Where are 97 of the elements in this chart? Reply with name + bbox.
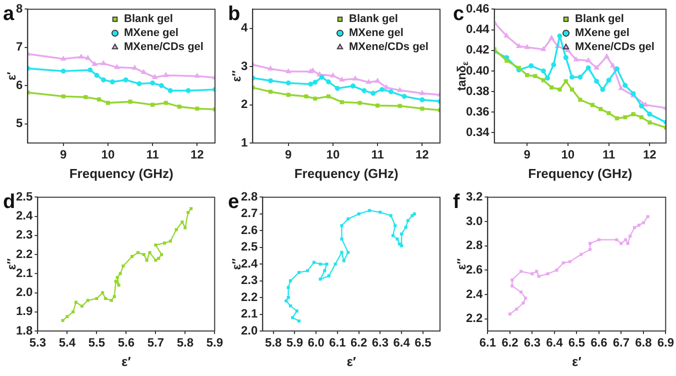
y-tick-label: 0.42	[466, 42, 490, 57]
x-axis-title: ε′	[346, 354, 356, 369]
y-tick-label: 2.7	[240, 206, 258, 220]
y-tick-label: 0.46	[466, 2, 490, 16]
y-tick-label: 2.6	[466, 262, 483, 276]
x-axis-title: Frequency (GHz)	[69, 166, 174, 181]
x-tick-label: 5.3	[29, 336, 46, 350]
legend-label: MXene gel	[124, 27, 178, 40]
legend-label: MXene/CDs gel	[349, 41, 428, 54]
y-tick-label: 5	[16, 116, 23, 130]
x-tick-label: 9	[285, 148, 292, 162]
x-tick-label: 6.3	[372, 336, 389, 350]
x-tick-label: 12	[190, 148, 204, 162]
y-axis-title: ε″	[4, 258, 18, 270]
y-tick-label: 2.4	[240, 256, 258, 270]
y-tick-label: 2.4	[16, 208, 33, 223]
x-tick-label: 10	[326, 148, 340, 162]
legend-label: MXene/CDs gel	[124, 41, 204, 54]
x-tick-label: 6.5	[414, 336, 432, 350]
x-tick-label: 12	[642, 148, 657, 162]
x-tick-label: 6.5	[568, 336, 586, 350]
y-tick-label: 3.2	[466, 190, 483, 204]
y-tick-label: 0.34	[466, 125, 490, 140]
chart-title: c	[453, 3, 464, 25]
x-axis-title: Frequency (GHz)	[294, 166, 398, 181]
x-tick-label: 5.6	[118, 336, 135, 350]
x-tick-label: 5.7	[147, 336, 164, 350]
y-axis-title: ε′	[4, 72, 18, 80]
x-tick-label: 6.4	[546, 336, 564, 350]
legend-label: Blank gel	[349, 13, 398, 26]
x-tick-label: 6.1	[329, 336, 346, 350]
y-tick-label: 4	[240, 20, 248, 35]
x-tick-label: 5.9	[286, 336, 304, 350]
x-tick-label: 9	[60, 148, 68, 162]
legend-label: MXene/CDs gel	[575, 41, 654, 54]
x-tick-label: 10	[561, 148, 575, 162]
y-tick-label: 6	[16, 78, 23, 92]
y-tick-label: 2.8	[466, 238, 483, 252]
x-tick-label: 11	[602, 148, 616, 162]
y-tick-label: 0.44	[466, 22, 490, 36]
legend-label: MXene gel	[349, 27, 404, 40]
x-axis-title: ε′	[572, 354, 582, 369]
x-tick-label: 6.7	[612, 336, 630, 350]
x-tick-label: 6.6	[590, 336, 608, 350]
y-tick-label: 2.0	[16, 285, 33, 300]
chart-title: b	[228, 3, 240, 25]
x-tick-label: 5.8	[265, 336, 282, 350]
legend-label: Blank gel	[124, 13, 173, 26]
x-tick-label: 11	[146, 148, 160, 162]
y-tick-label: 2.1	[16, 266, 33, 280]
x-tick-label: 12	[415, 148, 430, 162]
chart-title: f	[453, 191, 460, 213]
y-tick-label: 2.2	[466, 311, 483, 326]
y-tick-label: 0.36	[466, 104, 490, 118]
y-tick-label: 2.8	[240, 190, 258, 204]
y-tick-label: 1.8	[16, 323, 33, 338]
y-tick-label: 2.3	[240, 273, 258, 288]
x-tick-label: 10	[101, 148, 115, 162]
chart-title: a	[3, 3, 15, 25]
y-tick-label: 3.0	[466, 214, 483, 228]
y-tick-label: 2.4	[466, 286, 483, 301]
legend-label: Blank gel	[575, 13, 624, 26]
y-tick-label: 2	[240, 97, 248, 112]
x-axis-title: Frequency (GHz)	[528, 166, 632, 181]
x-tick-label: 9	[524, 148, 531, 162]
x-tick-label: 5.9	[206, 336, 224, 350]
x-tick-label: 6.8	[635, 336, 652, 350]
x-tick-label: 6.3	[524, 336, 541, 350]
x-tick-label: 5.4	[58, 336, 76, 350]
x-tick-label: 6.1	[479, 336, 496, 350]
y-tick-label: 2.6	[240, 222, 258, 237]
y-tick-label: 2.2	[16, 246, 33, 261]
x-tick-label: 6.4	[393, 336, 410, 350]
y-tick-label: 2.5	[240, 240, 258, 254]
y-tick-label: 8	[16, 2, 23, 16]
y-tick-label: 2.5	[16, 190, 33, 204]
chart-title: d	[3, 191, 16, 213]
x-tick-label: 5.8	[176, 336, 194, 350]
y-tick-label: 2.0	[240, 323, 258, 338]
x-tick-label: 5.5	[88, 336, 106, 350]
y-tick-label: 2.3	[16, 228, 33, 242]
y-tick-label: 0.38	[466, 84, 490, 98]
y-tick-label: 7	[16, 40, 23, 54]
chart-title: e	[228, 191, 240, 213]
x-tick-label: 6.2	[350, 336, 368, 350]
x-tick-label: 11	[371, 148, 384, 162]
x-tick-label: 6.0	[308, 336, 325, 350]
y-tick-label: 1.9	[16, 304, 33, 318]
y-tick-label: 3	[240, 58, 248, 73]
legend-label: MXene gel	[575, 27, 630, 40]
x-tick-label: 6.9	[657, 336, 674, 350]
x-axis-title: ε′	[122, 354, 131, 369]
y-tick-label: 2.1	[240, 306, 258, 321]
y-axis-title: ε″	[229, 70, 244, 82]
x-tick-label: 6.2	[502, 336, 519, 350]
y-tick-label: 1	[240, 135, 248, 150]
y-tick-label: 2.2	[240, 290, 258, 304]
